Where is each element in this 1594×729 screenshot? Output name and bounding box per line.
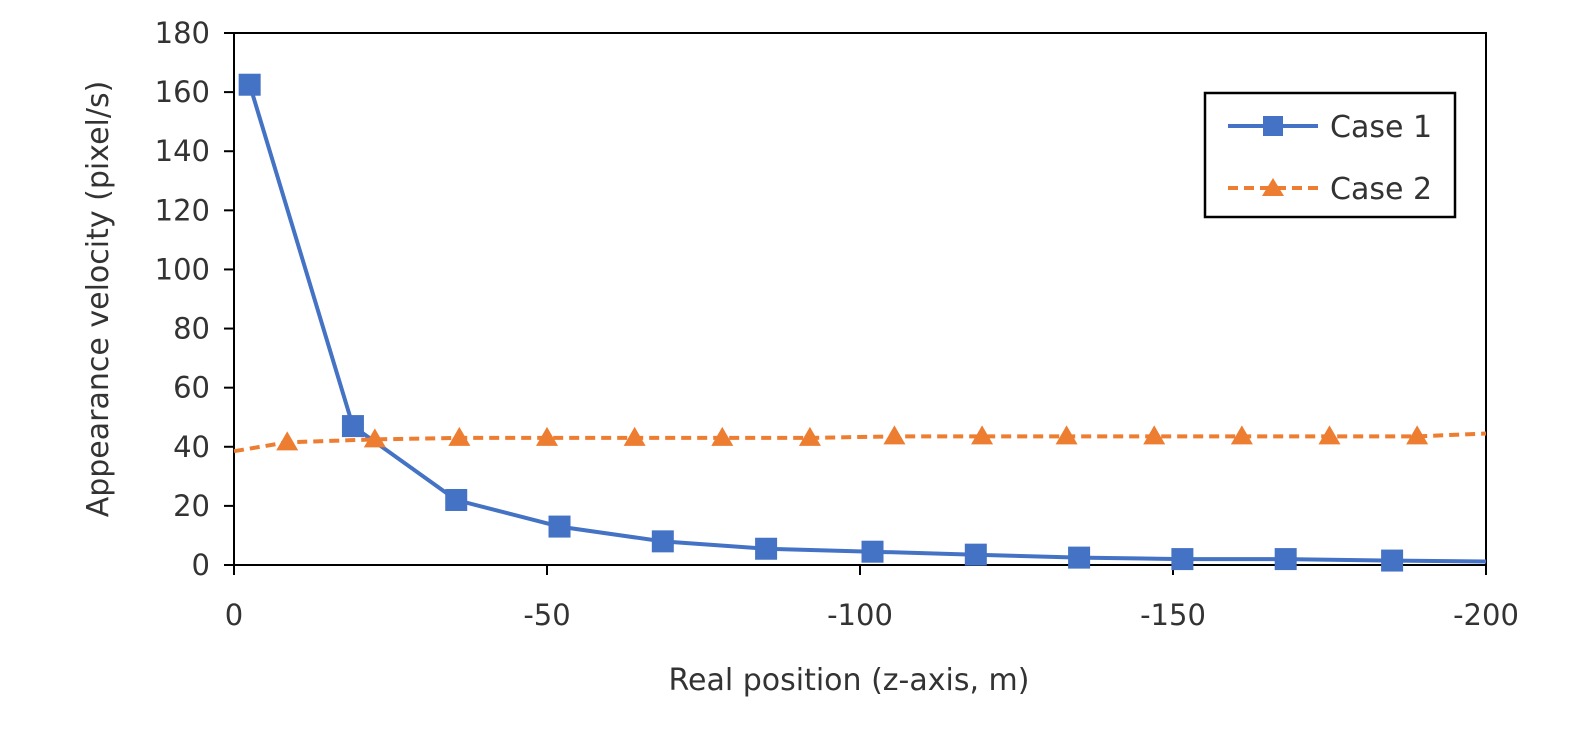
data-point-case-2 bbox=[448, 426, 471, 446]
y-tick-label: 20 bbox=[173, 489, 210, 523]
data-point-case-2 bbox=[1143, 425, 1166, 445]
data-point-case-1 bbox=[445, 488, 468, 511]
data-point-case-1 bbox=[861, 540, 884, 563]
data-point-case-2 bbox=[883, 425, 906, 445]
data-point-case-1 bbox=[1381, 549, 1404, 572]
data-point-case-1 bbox=[1274, 548, 1297, 571]
y-tick-label: 100 bbox=[155, 252, 210, 286]
data-point-case-1 bbox=[238, 73, 261, 96]
x-tick-label: -200 bbox=[1453, 598, 1519, 632]
y-tick-label: 160 bbox=[155, 75, 210, 109]
data-point-case-2 bbox=[276, 431, 299, 451]
data-point-case-1 bbox=[755, 537, 778, 560]
legend-label-case-2: Case 2 bbox=[1330, 172, 1432, 207]
data-point-case-1 bbox=[1068, 546, 1091, 569]
data-point-case-2 bbox=[1318, 425, 1341, 445]
legend-label-case-1: Case 1 bbox=[1330, 110, 1432, 145]
x-tick-label: -150 bbox=[1140, 598, 1206, 632]
series-line-case-2 bbox=[233, 431, 1487, 454]
data-point-case-1 bbox=[651, 530, 674, 553]
y-tick-label: 180 bbox=[155, 16, 210, 50]
legend-marker-case-2 bbox=[1262, 178, 1284, 196]
y-tick-label: 120 bbox=[155, 193, 210, 227]
y-tick-label: 60 bbox=[173, 371, 210, 405]
series-layer bbox=[233, 73, 1487, 572]
legend-marker-case-1 bbox=[1263, 116, 1283, 136]
data-point-case-2 bbox=[798, 426, 821, 446]
data-point-case-2 bbox=[363, 428, 386, 448]
data-point-case-2 bbox=[1230, 425, 1253, 445]
y-tick-label: 140 bbox=[155, 134, 210, 168]
data-point-case-1 bbox=[548, 515, 571, 538]
data-point-case-1 bbox=[964, 543, 987, 566]
data-point-case-2 bbox=[971, 425, 994, 445]
data-point-case-2 bbox=[536, 426, 558, 446]
x-axis-title: Real position (z-axis, m) bbox=[669, 663, 1030, 698]
y-axis: 0 20 40 60 80 100 120 140 160 180 bbox=[155, 16, 234, 582]
y-axis-title: Appearance velocity (pixel/s) bbox=[81, 81, 116, 518]
y-tick-label: 0 bbox=[192, 548, 210, 582]
data-point-case-2 bbox=[711, 426, 734, 446]
legend-box bbox=[1203, 91, 1457, 219]
data-point-case-1 bbox=[341, 415, 364, 438]
legend: Case 1 Case 2 bbox=[1203, 91, 1457, 219]
x-tick-label: 0 bbox=[225, 598, 243, 632]
x-tick-label: -50 bbox=[523, 598, 570, 632]
data-point-case-2 bbox=[623, 426, 646, 446]
data-point-case-1 bbox=[1171, 548, 1194, 571]
x-axis: 0 -50 -100 -150 -200 bbox=[225, 565, 1519, 632]
data-point-case-2 bbox=[1406, 425, 1429, 445]
y-tick-label: 80 bbox=[173, 312, 210, 346]
x-tick-label: -100 bbox=[827, 598, 893, 632]
y-tick-label: 40 bbox=[173, 430, 210, 464]
data-point-case-2 bbox=[1055, 425, 1078, 445]
